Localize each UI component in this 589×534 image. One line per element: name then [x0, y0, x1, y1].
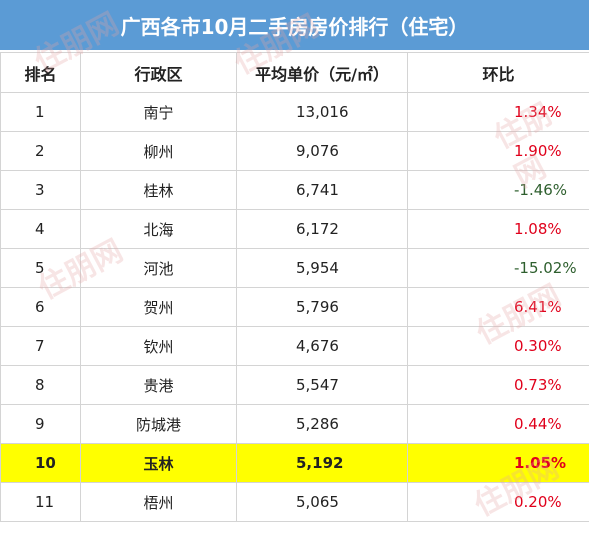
table-row: 2 柳州 9,076 1.90% — [0, 131, 589, 171]
header-row: 排名 行政区 平均单价（元/㎡） 环比 — [0, 52, 589, 93]
price-cell: 4,676 — [236, 326, 408, 366]
rank-cell: 11 — [0, 482, 81, 522]
header-price: 平均单价（元/㎡） — [236, 52, 408, 93]
district-cell: 贵港 — [80, 365, 237, 405]
rank-cell: 1 — [0, 92, 81, 132]
change-cell: 0.20% — [407, 482, 589, 522]
table-row: 3 桂林 6,741 -1.46% — [0, 170, 589, 210]
change-cell: 0.73% — [407, 365, 589, 405]
price-cell: 5,286 — [236, 404, 408, 444]
header-rank: 排名 — [0, 52, 81, 93]
price-cell: 6,172 — [236, 209, 408, 249]
table-row: 8 贵港 5,547 0.73% — [0, 365, 589, 405]
ranking-table: 排名 行政区 平均单价（元/㎡） 环比 1 南宁 13,016 1.34% 2 柳州 9,0… — [0, 52, 589, 522]
table-row: 4 北海 6,172 1.08% — [0, 209, 589, 249]
rank-cell: 3 — [0, 170, 81, 210]
change-cell: 0.30% — [407, 326, 589, 366]
table-row: 10 玉林 5,192 1.05% — [0, 443, 589, 483]
rank-cell: 10 — [0, 443, 81, 483]
district-cell: 南宁 — [80, 92, 237, 132]
district-cell: 北海 — [80, 209, 237, 249]
district-cell: 贺州 — [80, 287, 237, 327]
price-cell: 5,954 — [236, 248, 408, 288]
table-title: 广西各市10月二手房房价排行（住宅） — [0, 0, 589, 52]
table-row: 9 防城港 5,286 0.44% — [0, 404, 589, 444]
table-row: 11 梧州 5,065 0.20% — [0, 482, 589, 522]
price-cell: 5,065 — [236, 482, 408, 522]
price-cell: 5,547 — [236, 365, 408, 405]
district-cell: 柳州 — [80, 131, 237, 171]
change-cell: 1.05% — [407, 443, 589, 483]
table-row: 5 河池 5,954 -15.02% — [0, 248, 589, 288]
price-cell: 13,016 — [236, 92, 408, 132]
rank-cell: 6 — [0, 287, 81, 327]
change-cell: -1.46% — [407, 170, 589, 210]
price-cell: 5,192 — [236, 443, 408, 483]
table-row: 1 南宁 13,016 1.34% — [0, 92, 589, 132]
change-cell: 1.08% — [407, 209, 589, 249]
header-district: 行政区 — [80, 52, 237, 93]
table-row: 7 钦州 4,676 0.30% — [0, 326, 589, 366]
rank-cell: 4 — [0, 209, 81, 249]
district-cell: 梧州 — [80, 482, 237, 522]
change-cell: 1.34% — [407, 92, 589, 132]
district-cell: 玉林 — [80, 443, 237, 483]
price-cell: 6,741 — [236, 170, 408, 210]
rank-cell: 7 — [0, 326, 81, 366]
rank-cell: 2 — [0, 131, 81, 171]
district-cell: 钦州 — [80, 326, 237, 366]
district-cell: 河池 — [80, 248, 237, 288]
table-row: 6 贺州 5,796 6.41% — [0, 287, 589, 327]
district-cell: 防城港 — [80, 404, 237, 444]
price-cell: 5,796 — [236, 287, 408, 327]
header-change: 环比 — [407, 52, 589, 93]
change-cell: -15.02% — [407, 248, 589, 288]
change-cell: 0.44% — [407, 404, 589, 444]
price-cell: 9,076 — [236, 131, 408, 171]
rank-cell: 5 — [0, 248, 81, 288]
district-cell: 桂林 — [80, 170, 237, 210]
change-cell: 1.90% — [407, 131, 589, 171]
change-cell: 6.41% — [407, 287, 589, 327]
rank-cell: 9 — [0, 404, 81, 444]
rank-cell: 8 — [0, 365, 81, 405]
